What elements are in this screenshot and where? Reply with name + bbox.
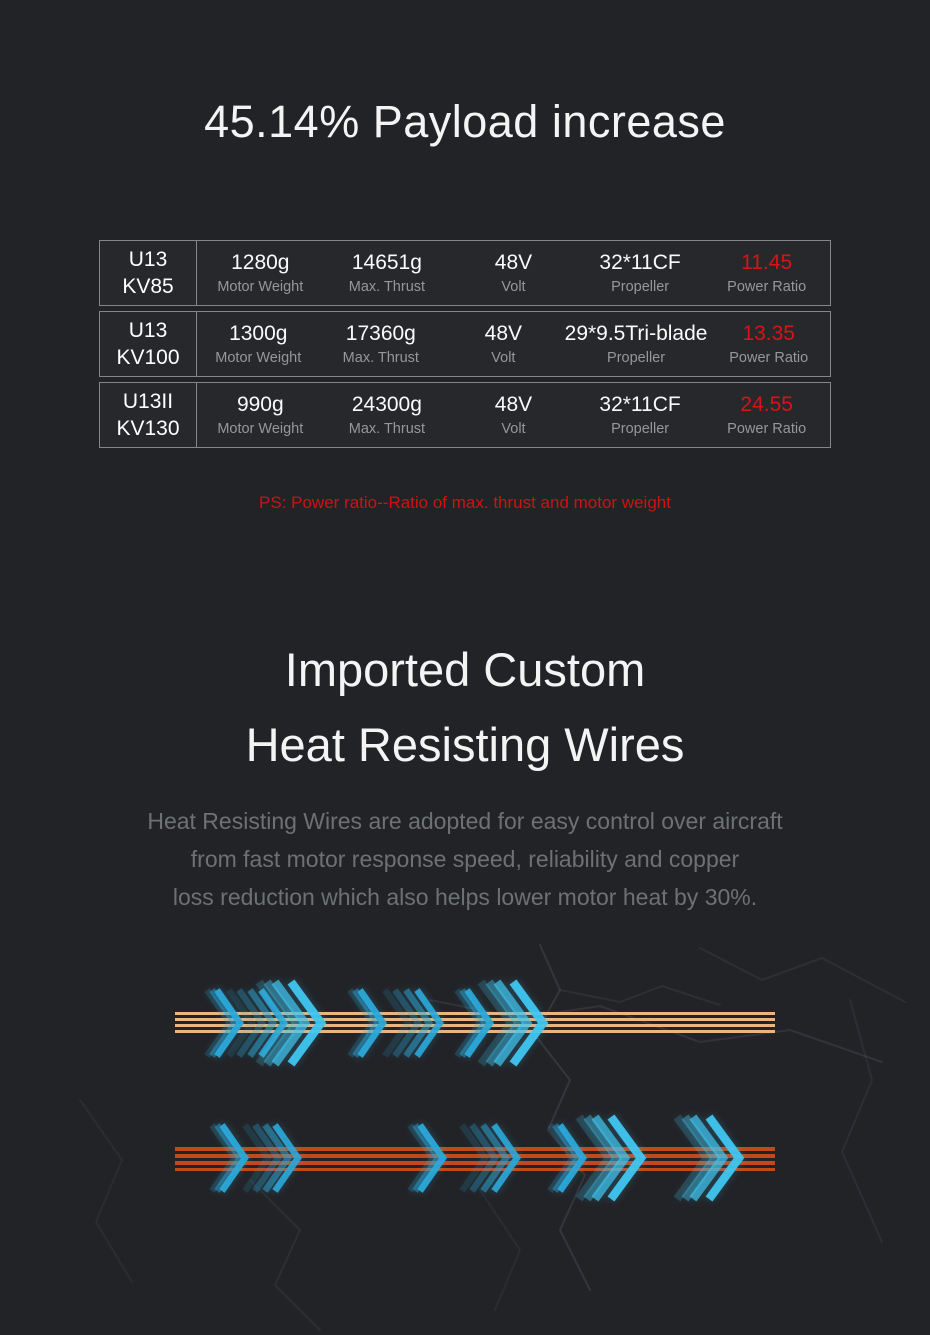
spec-table: U13 KV85 1280g Motor Weight 14651g Max. …	[99, 240, 831, 448]
spec-value: 17360g	[345, 322, 416, 345]
spec-cell-motor-weight: 1280g Motor Weight	[197, 241, 324, 305]
spec-cell-propeller: 32*11CF Propeller	[577, 241, 704, 305]
model-kv: KV130	[116, 417, 180, 440]
spec-value: 990g	[236, 393, 284, 416]
wires-desc-line1: Heat Resisting Wires are adopted for eas…	[147, 808, 783, 834]
spec-label: Max. Thrust	[348, 279, 426, 295]
power-ratio-note: PS: Power ratio--Ratio of max. thrust an…	[259, 493, 671, 512]
flow-arrows-icon	[209, 1114, 745, 1202]
wires-desc-line2: from fast motor response speed, reliabil…	[190, 846, 740, 872]
wires-desc-line3: loss reduction which also helps lower mo…	[172, 884, 758, 910]
spec-label: Propeller	[607, 350, 666, 366]
spec-value: 48V	[494, 251, 533, 274]
spec-label: Power Ratio	[727, 421, 807, 437]
spec-value: 32*11CF	[599, 393, 681, 416]
spec-cell-motor-weight: 990g Motor Weight	[197, 383, 324, 447]
spec-row-u13ii-kv130: U13II KV130 990g Motor Weight 24300g Max…	[99, 382, 831, 448]
spec-label: Max. Thrust	[342, 350, 419, 366]
spec-cell-propeller: 29*9.5Tri-blade Propeller	[565, 312, 708, 376]
spec-label: Propeller	[611, 279, 670, 295]
spec-cells: 1300g Motor Weight 17360g Max. Thrust 48…	[197, 312, 830, 376]
model-name: U13	[128, 319, 168, 342]
wires-description: Heat Resisting Wires are adopted for eas…	[0, 802, 930, 916]
spec-label: Propeller	[611, 421, 670, 437]
wires-title: Imported Custom Heat Resisting Wires	[0, 632, 930, 782]
heat-wire-light-graphic	[175, 979, 775, 1067]
model-kv: KV85	[122, 275, 174, 298]
spec-cell-volt: 48V Volt	[442, 312, 565, 376]
heat-wire-dark-graphic	[175, 1114, 775, 1202]
wires-section: Imported Custom Heat Resisting Wires Hea…	[0, 632, 930, 1202]
model-name: U13II	[122, 390, 174, 413]
spec-row-u13-kv100: U13 KV100 1300g Motor Weight 17360g Max.…	[99, 311, 831, 377]
spec-cell-max-thrust: 24300g Max. Thrust	[324, 383, 451, 447]
spec-value: 29*9.5Tri-blade	[564, 322, 708, 345]
spec-label: Power Ratio	[727, 279, 807, 295]
spec-cell-max-thrust: 14651g Max. Thrust	[324, 241, 451, 305]
spec-value-power-ratio: 24.55	[740, 393, 793, 416]
spec-value: 48V	[494, 393, 533, 416]
spec-label: Motor Weight	[217, 421, 304, 437]
spec-value: 48V	[484, 322, 523, 345]
spec-label: Motor Weight	[217, 279, 304, 295]
spec-value: 1280g	[231, 251, 290, 274]
spec-value: 14651g	[351, 251, 422, 274]
model-name: U13	[128, 248, 168, 271]
spec-label: Volt	[491, 350, 516, 366]
spec-cell-power-ratio: 13.35 Power Ratio	[707, 312, 830, 376]
spec-label: Volt	[501, 279, 526, 295]
spec-label: Motor Weight	[215, 350, 302, 366]
spec-label: Volt	[501, 421, 526, 437]
spec-value-power-ratio: 11.45	[741, 251, 793, 274]
spec-row-u13-kv85: U13 KV85 1280g Motor Weight 14651g Max. …	[99, 240, 831, 306]
spec-value-power-ratio: 13.35	[742, 322, 795, 345]
spec-cell-power-ratio: 24.55 Power Ratio	[703, 383, 830, 447]
spec-cell-max-thrust: 17360g Max. Thrust	[320, 312, 443, 376]
spec-label: Power Ratio	[729, 350, 809, 366]
spec-cell-motor-weight: 1300g Motor Weight	[197, 312, 320, 376]
spec-value: 1300g	[229, 322, 288, 345]
spec-label: Max. Thrust	[348, 421, 426, 437]
model-kv: KV100	[116, 346, 180, 369]
spec-cell-volt: 48V Volt	[450, 241, 577, 305]
spec-cell-propeller: 32*11CF Propeller	[577, 383, 704, 447]
wires-title-line2: Heat Resisting Wires	[245, 718, 685, 771]
spec-value: 24300g	[351, 393, 422, 416]
spec-cell-power-ratio: 11.45 Power Ratio	[703, 241, 830, 305]
model-cell: U13II KV130	[100, 383, 197, 447]
spec-cells: 1280g Motor Weight 14651g Max. Thrust 48…	[197, 241, 830, 305]
model-cell: U13 KV100	[100, 312, 197, 376]
model-cell: U13 KV85	[100, 241, 197, 305]
spec-cells: 990g Motor Weight 24300g Max. Thrust 48V…	[197, 383, 830, 447]
spec-cell-volt: 48V Volt	[450, 383, 577, 447]
payload-title: 45.14% Payload increase	[204, 96, 726, 147]
flow-arrows-icon	[204, 979, 549, 1067]
payload-section: 45.14% Payload increase U13 KV85 1280g M…	[0, 0, 930, 514]
wires-title-line1: Imported Custom	[284, 643, 646, 696]
spec-value: 32*11CF	[599, 251, 681, 274]
